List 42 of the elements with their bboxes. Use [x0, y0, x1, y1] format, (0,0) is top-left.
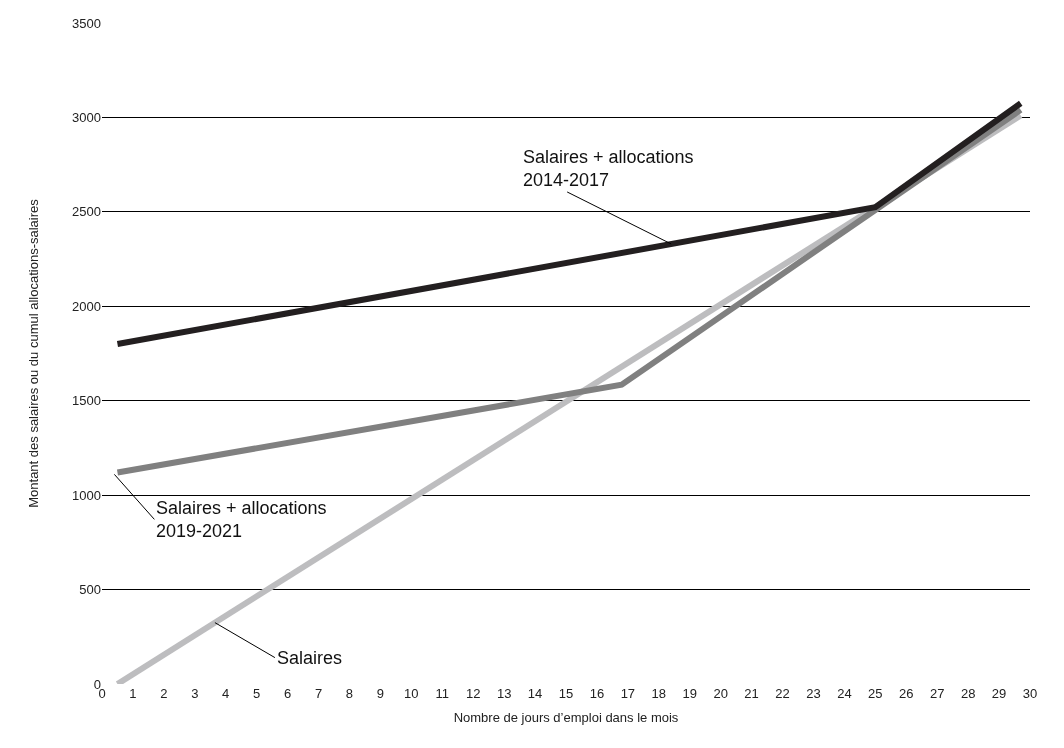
x-tick-label: 3 [191, 686, 199, 701]
x-tick-label: 4 [222, 686, 230, 701]
x-tick-label: 9 [376, 686, 385, 701]
x-tick-label: 5 [253, 686, 261, 701]
x-tick-label: 25 [868, 686, 883, 701]
x-tick-label: 8 [345, 686, 354, 701]
y-tick-label: 3500 [72, 15, 101, 31]
x-tick-label: 21 [744, 686, 759, 701]
x-tick-label: 17 [620, 686, 636, 701]
y-tick-label: 3000 [72, 109, 101, 125]
x-tick-label: 16 [589, 686, 605, 701]
x-tick-label: 2 [160, 686, 168, 701]
annotation: Salaires + allocations 2014-2017 [523, 147, 694, 191]
x-tick-label: 12 [465, 686, 481, 701]
x-tick-label: 29 [991, 686, 1007, 701]
x-tick-label: 28 [960, 686, 976, 701]
x-tick-label: 26 [899, 686, 914, 701]
x-tick-label: 11 [435, 686, 450, 701]
annotation: Salaires [277, 648, 343, 668]
y-tick-label: 2000 [72, 298, 101, 314]
x-tick-label: 7 [314, 686, 323, 701]
y-tick-label: 1500 [72, 393, 101, 409]
x-tick-label: 1 [129, 686, 137, 701]
annotation: Salaires + allocations 2019-2021 [156, 498, 327, 542]
x-tick-label: 30 [1022, 686, 1038, 701]
x-tick-label: 23 [806, 686, 821, 701]
x-tick-label: 15 [558, 686, 574, 701]
y-axis-title: Montant des salaires ou du cumul allocations-salaires [26, 198, 42, 508]
y-tick-label: 500 [79, 582, 101, 598]
x-tick-label: 24 [837, 686, 852, 701]
x-tick-label: 22 [775, 686, 790, 701]
x-tick-label: 27 [929, 686, 945, 701]
x-tick-label: 6 [283, 686, 292, 701]
y-tick-label: 2500 [72, 204, 101, 220]
x-tick-label: 10 [404, 686, 419, 701]
x-tick-label: 14 [527, 686, 543, 701]
x-tick-label: 19 [682, 686, 697, 701]
x-tick-label: 20 [713, 686, 728, 701]
x-tick-label: 13 [496, 686, 512, 701]
x-axis-title: Nombre de jours d’emploi dans le mois [453, 709, 679, 725]
x-tick-label: 18 [651, 686, 667, 701]
y-tick-label: 1000 [72, 487, 101, 503]
